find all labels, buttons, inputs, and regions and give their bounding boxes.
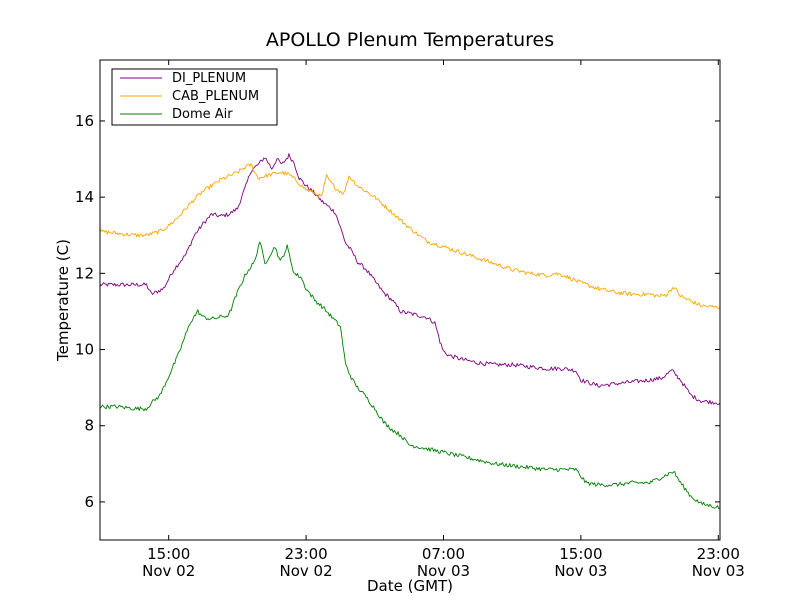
- y-tick-label: 12: [75, 264, 94, 282]
- x-axis-label: Date (GMT): [367, 577, 453, 595]
- x-tick-label-date: Nov 03: [554, 562, 607, 580]
- y-axis-label: Temperature (C): [54, 239, 72, 362]
- plot-frame: [99, 59, 721, 541]
- legend-label: CAB_PLENUM: [172, 89, 259, 104]
- legend: DI_PLENUM CAB_PLENUM Dome Air: [111, 68, 278, 126]
- x-tick-label-time: 15:00: [559, 545, 602, 563]
- series-line-di-plenum: [100, 153, 720, 405]
- y-tick-label: 8: [84, 417, 94, 435]
- x-tick-label-time: 23:00: [697, 545, 740, 563]
- chart-title: APOLLO Plenum Temperatures: [266, 29, 554, 51]
- x-tick-label-time: 15:00: [147, 545, 190, 563]
- x-tick-label-date: Nov 02: [280, 562, 333, 580]
- y-tick-label: 6: [84, 493, 94, 511]
- x-tick-label-time: 07:00: [422, 545, 465, 563]
- x-tick-label-date: Nov 02: [142, 562, 195, 580]
- x-tick-label-time: 23:00: [284, 545, 327, 563]
- series-line-dome-air: [100, 241, 720, 510]
- y-tick-label: 10: [75, 341, 94, 359]
- y-tick-label: 14: [75, 188, 94, 206]
- x-tick-label-date: Nov 03: [692, 562, 745, 580]
- y-tick-label: 16: [75, 112, 94, 130]
- legend-label: DI_PLENUM: [172, 71, 246, 86]
- series-line-cab-plenum: [100, 163, 720, 309]
- legend-label: Dome Air: [172, 107, 233, 122]
- x-tick-label-date: Nov 03: [417, 562, 470, 580]
